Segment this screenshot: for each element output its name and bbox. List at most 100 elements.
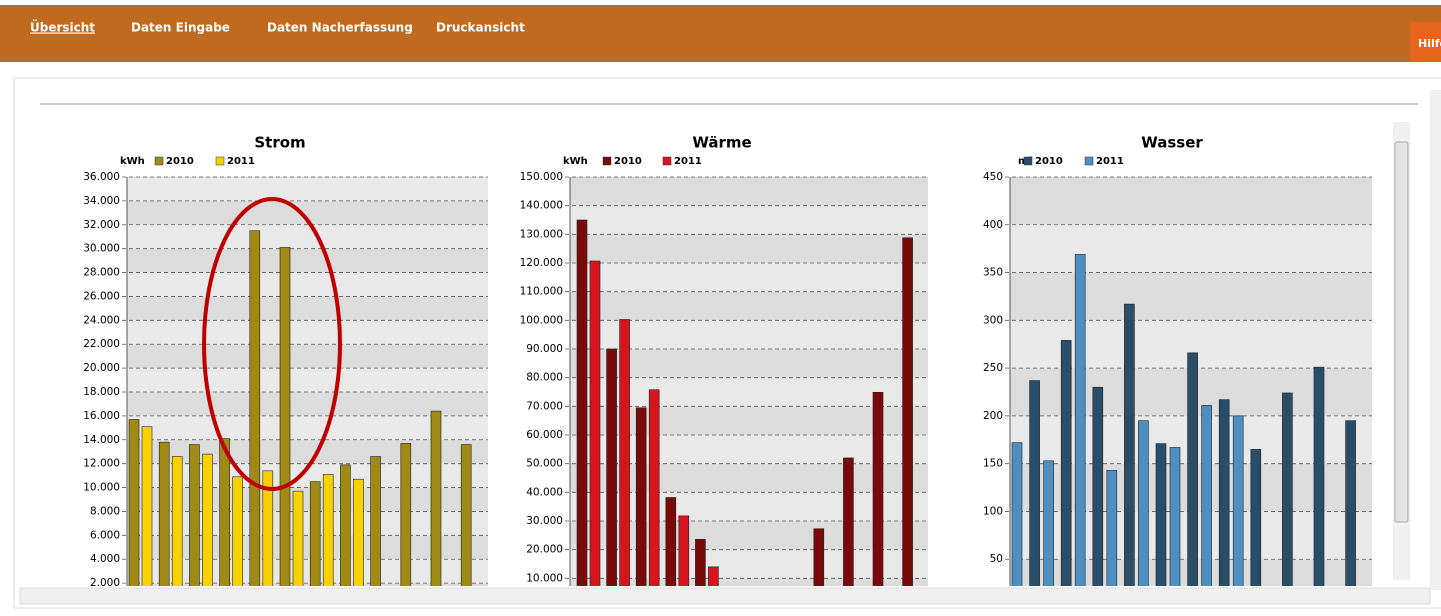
bar [1345,420,1356,586]
bar [1169,447,1181,586]
bar [232,476,243,586]
legend-swatch [154,156,164,166]
bar [708,566,719,586]
bar [1011,442,1023,586]
bar [1029,380,1040,586]
plot-band [127,559,488,584]
legend-label: 2010 [1035,156,1063,167]
bar [202,453,213,586]
y-tick-label: 4.000 [90,553,120,565]
bar [340,464,351,586]
bar [1074,254,1086,586]
plot-band [127,439,488,464]
y-tick-label: 8.000 [90,505,120,517]
y-tick-label: 34.000 [83,195,120,207]
plot-band [127,177,488,201]
bar [262,470,274,586]
y-tick-label: 22.000 [83,338,120,350]
bar [1043,460,1054,586]
plot-band [127,583,488,586]
bar [1201,405,1212,586]
y-tick-label: 140.000 [520,200,563,212]
y-tick-label: 28.000 [83,267,120,279]
y-tick-label: 32.000 [83,219,120,231]
y-tick-label: 50.000 [526,458,563,470]
y-tick-label: 10.000 [526,572,563,584]
plot-band [1010,272,1372,321]
unit-label: kWh [120,156,145,167]
bar [158,441,170,586]
y-tick-label: 26.000 [83,290,120,302]
bar [249,230,261,586]
bar [813,528,825,586]
plot-band [127,344,488,369]
y-tick-label: 2.000 [90,577,120,589]
bar [619,319,630,586]
plot-band [127,320,488,345]
bar [1138,420,1149,586]
plot-band [570,291,928,321]
bar [1313,366,1325,586]
help-label[interactable]: Hilfe [1418,37,1441,50]
bar [309,481,321,586]
bar [141,426,153,586]
bar [1250,449,1262,586]
y-tick-label: 150 [983,458,1003,470]
plot-band [570,263,928,292]
bar [430,410,442,586]
chart-title: Wärme [692,134,751,152]
nav-item[interactable]: Daten Eingabe [131,21,230,35]
y-tick-label: 110.000 [520,286,563,298]
help-button[interactable] [1410,22,1441,62]
bar [128,419,140,586]
y-tick-label: 10.000 [83,482,120,494]
bar [695,539,706,586]
plot-band [1010,177,1372,225]
y-tick-label: 6.000 [90,529,120,541]
highlight-ellipse [202,197,342,491]
bar [279,247,291,586]
chart-title: Wasser [1141,134,1203,152]
bar [171,456,183,586]
bar [665,497,677,586]
h-scrollbar[interactable] [19,587,1431,605]
nav-item[interactable]: Daten Nacherfassung [267,21,413,35]
plot-band [127,368,488,392]
bar [370,456,381,586]
y-tick-label: 40.000 [526,486,563,498]
y-tick-label: 100 [983,505,1003,517]
y-tick-label: 12.000 [83,458,120,470]
bar [1092,386,1104,586]
legend-swatch [1023,156,1033,166]
chart-title: Strom [254,134,305,152]
legend-label: 2010 [614,156,642,167]
y-tick-label: 20.000 [83,362,120,374]
legend-swatch [1084,156,1094,166]
bar [1155,443,1167,586]
nav-bar [0,5,1441,62]
plot-band [127,487,488,512]
y-tick-label: 24.000 [83,314,120,326]
y-tick-label: 400 [983,219,1003,231]
legend-swatch [602,156,612,166]
legend-swatch [662,156,672,166]
outer-scrollbar[interactable] [1430,90,1441,590]
scroll-thumb[interactable] [1394,141,1409,523]
bar [606,348,617,586]
plot-band [127,511,488,536]
y-tick-label: 200 [983,410,1003,422]
nav-item[interactable]: Druckansicht [436,21,525,35]
legend-swatch [215,156,225,166]
bar [1124,303,1135,586]
bar [322,474,334,586]
legend-label: 2011 [1096,156,1124,167]
y-tick-label: 100.000 [520,314,563,326]
y-tick-label: 20.000 [526,544,563,556]
plot-band [127,535,488,560]
y-tick-label: 150.000 [520,171,563,183]
nav-item[interactable]: Übersicht [30,20,95,35]
y-tick-label: 350 [983,267,1003,279]
unit-label: kWh [563,156,588,167]
